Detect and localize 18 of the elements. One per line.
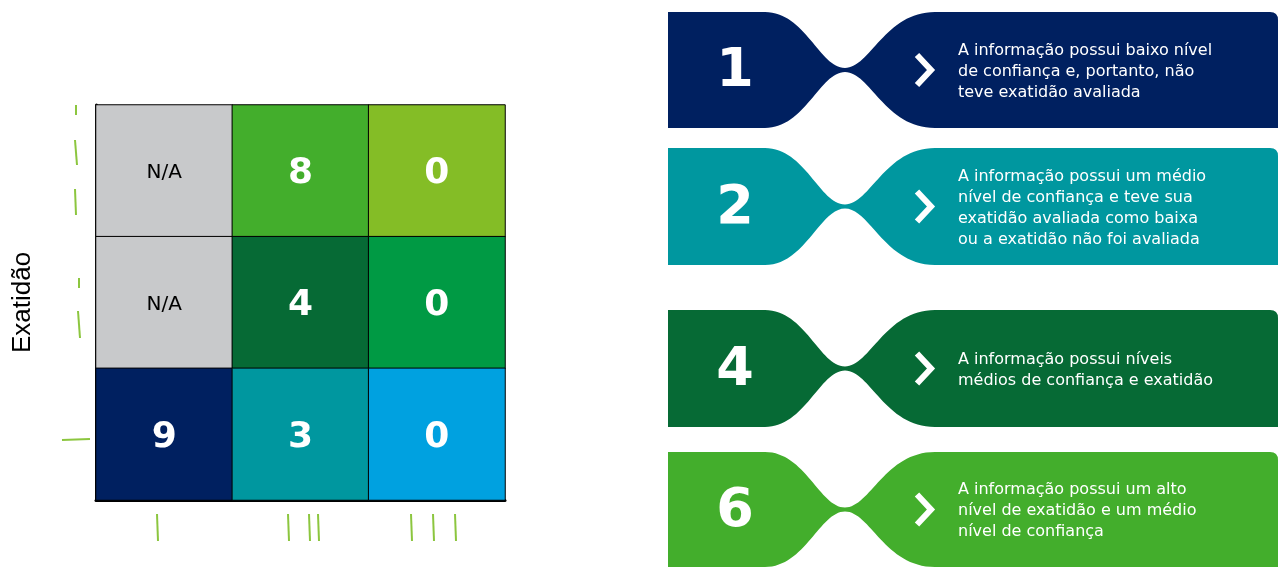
data-label: 0 [424,413,450,455]
data-label: 8 [287,150,314,192]
annotation: N/A [146,290,183,315]
category-label: 4 [715,334,755,398]
text: A informação possui um médio nível de confiança e teve sua exatidão avaliada como baixa ou a exatidão não foi avaliada [958,164,1208,249]
data-label: 0 [424,150,450,192]
category-label: 2 [715,172,755,236]
text: A informação possui baixo nível de confiança e, portanto, não teve exatidão avaliada [958,38,1214,102]
data-label: 0 [424,282,450,323]
data-label: 9 [151,413,177,455]
data-label: 3 [287,413,314,455]
annotation: N/A [146,158,183,183]
data-label: 4 [287,282,314,323]
category-label: 1 [715,36,755,99]
text: A informação possui um alto nível de exatidão e um médio nível de confiança [958,478,1198,541]
category-label: 6 [715,475,755,539]
y-axis-title: Exatidão [6,251,36,354]
text: A informação possui níveis médios de confiança e exatidão [958,347,1214,390]
